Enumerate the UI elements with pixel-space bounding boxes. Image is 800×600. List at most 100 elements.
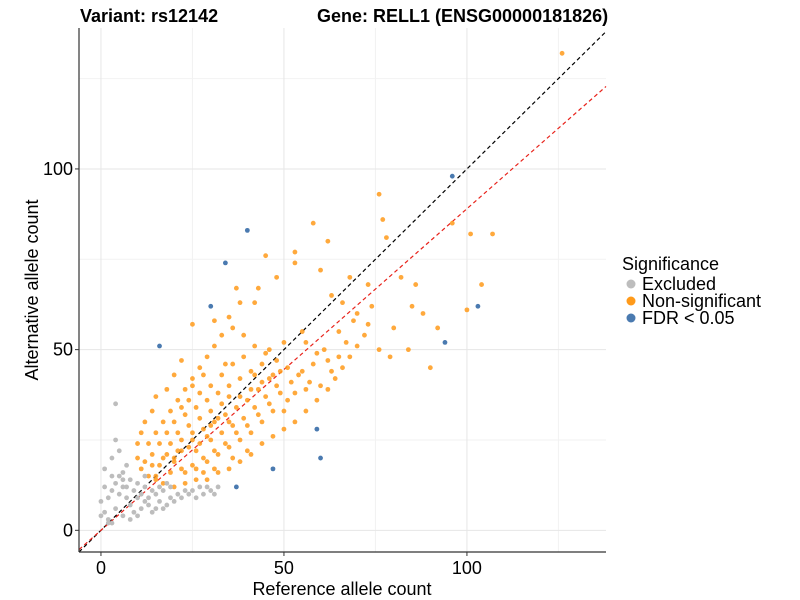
point-nonsig — [376, 191, 382, 197]
point-nonsig — [409, 303, 415, 309]
point-nonsig — [193, 477, 199, 483]
point-excluded — [102, 466, 108, 472]
point-nonsig — [171, 455, 177, 461]
point-nonsig — [226, 419, 232, 425]
point-excluded — [102, 484, 108, 490]
point-nonsig — [208, 437, 214, 443]
point-nonsig — [281, 408, 287, 414]
legend-key-nonsig — [626, 296, 636, 306]
point-nonsig — [164, 430, 170, 436]
point-nonsig — [490, 231, 495, 237]
point-nonsig — [197, 365, 203, 371]
point-nonsig — [149, 408, 155, 414]
point-nonsig — [193, 448, 199, 454]
point-nonsig — [168, 408, 173, 414]
point-nonsig — [230, 423, 236, 428]
point-nonsig — [153, 477, 159, 483]
point-nonsig — [248, 368, 254, 374]
point-excluded — [124, 484, 129, 490]
point-nonsig — [153, 394, 159, 400]
point-nonsig — [164, 386, 170, 392]
point-nonsig — [252, 343, 258, 349]
point-excluded — [113, 506, 118, 512]
point-nonsig — [270, 433, 276, 439]
point-excluded — [131, 488, 137, 493]
point-nonsig — [310, 220, 316, 226]
point-nonsig — [292, 260, 298, 266]
point-nonsig — [303, 340, 309, 345]
point-nonsig — [153, 473, 159, 479]
point-nonsig — [233, 285, 239, 291]
point-nonsig — [244, 448, 250, 454]
point-nonsig — [164, 452, 170, 457]
point-nonsig — [307, 379, 312, 385]
point-fdr — [208, 303, 214, 309]
point-nonsig — [449, 220, 455, 226]
point-nonsig — [292, 249, 298, 255]
point-nonsig — [219, 332, 225, 338]
point-excluded — [124, 495, 129, 501]
point-nonsig — [179, 405, 184, 410]
point-excluded — [120, 484, 126, 490]
point-nonsig — [197, 390, 203, 396]
point-nonsig — [179, 437, 184, 443]
series-nonsig — [135, 50, 565, 490]
point-excluded — [135, 495, 140, 501]
y-tick-label: 0 — [63, 520, 73, 540]
point-excluded — [109, 473, 115, 479]
point-nonsig — [201, 372, 206, 378]
point-nonsig — [201, 426, 206, 432]
point-nonsig — [215, 452, 221, 457]
point-nonsig — [292, 419, 298, 425]
point-nonsig — [241, 415, 247, 421]
point-excluded — [149, 509, 155, 515]
point-nonsig — [190, 430, 195, 436]
point-excluded — [171, 499, 177, 504]
point-nonsig — [179, 448, 184, 454]
point-excluded — [138, 506, 144, 512]
point-nonsig — [351, 318, 356, 324]
point-nonsig — [270, 372, 276, 378]
point-nonsig — [263, 253, 269, 259]
point-nonsig — [281, 340, 287, 345]
point-nonsig — [336, 329, 342, 334]
point-excluded — [153, 491, 159, 497]
point-nonsig — [277, 368, 283, 374]
point-excluded — [113, 401, 118, 407]
point-fdr — [270, 466, 276, 472]
point-nonsig — [208, 423, 214, 428]
point-nonsig — [219, 430, 225, 436]
point-fdr — [233, 484, 239, 490]
point-nonsig — [197, 441, 203, 446]
point-nonsig — [160, 419, 166, 425]
point-nonsig — [332, 376, 338, 381]
point-nonsig — [215, 415, 221, 421]
point-nonsig — [219, 401, 225, 407]
point-nonsig — [212, 466, 217, 472]
point-nonsig — [208, 408, 214, 414]
point-nonsig — [314, 397, 320, 403]
point-excluded — [179, 495, 184, 501]
point-fdr — [442, 340, 448, 345]
point-excluded — [113, 480, 118, 486]
point-excluded — [135, 513, 140, 519]
point-nonsig — [259, 361, 265, 367]
point-nonsig — [219, 372, 225, 378]
point-nonsig — [160, 455, 166, 461]
point-excluded — [153, 506, 159, 512]
point-excluded — [127, 477, 133, 483]
point-nonsig — [376, 347, 382, 353]
point-fdr — [475, 303, 481, 309]
y-axis-title: Alternative allele count — [22, 199, 42, 380]
point-excluded — [113, 437, 118, 443]
point-nonsig — [285, 397, 291, 403]
point-excluded — [204, 484, 210, 490]
point-nonsig — [299, 329, 305, 334]
point-nonsig — [277, 390, 283, 396]
point-excluded — [197, 484, 203, 490]
point-nonsig — [175, 397, 181, 403]
point-nonsig — [212, 419, 217, 425]
point-nonsig — [168, 470, 173, 475]
point-nonsig — [369, 303, 375, 309]
point-excluded — [105, 520, 111, 526]
